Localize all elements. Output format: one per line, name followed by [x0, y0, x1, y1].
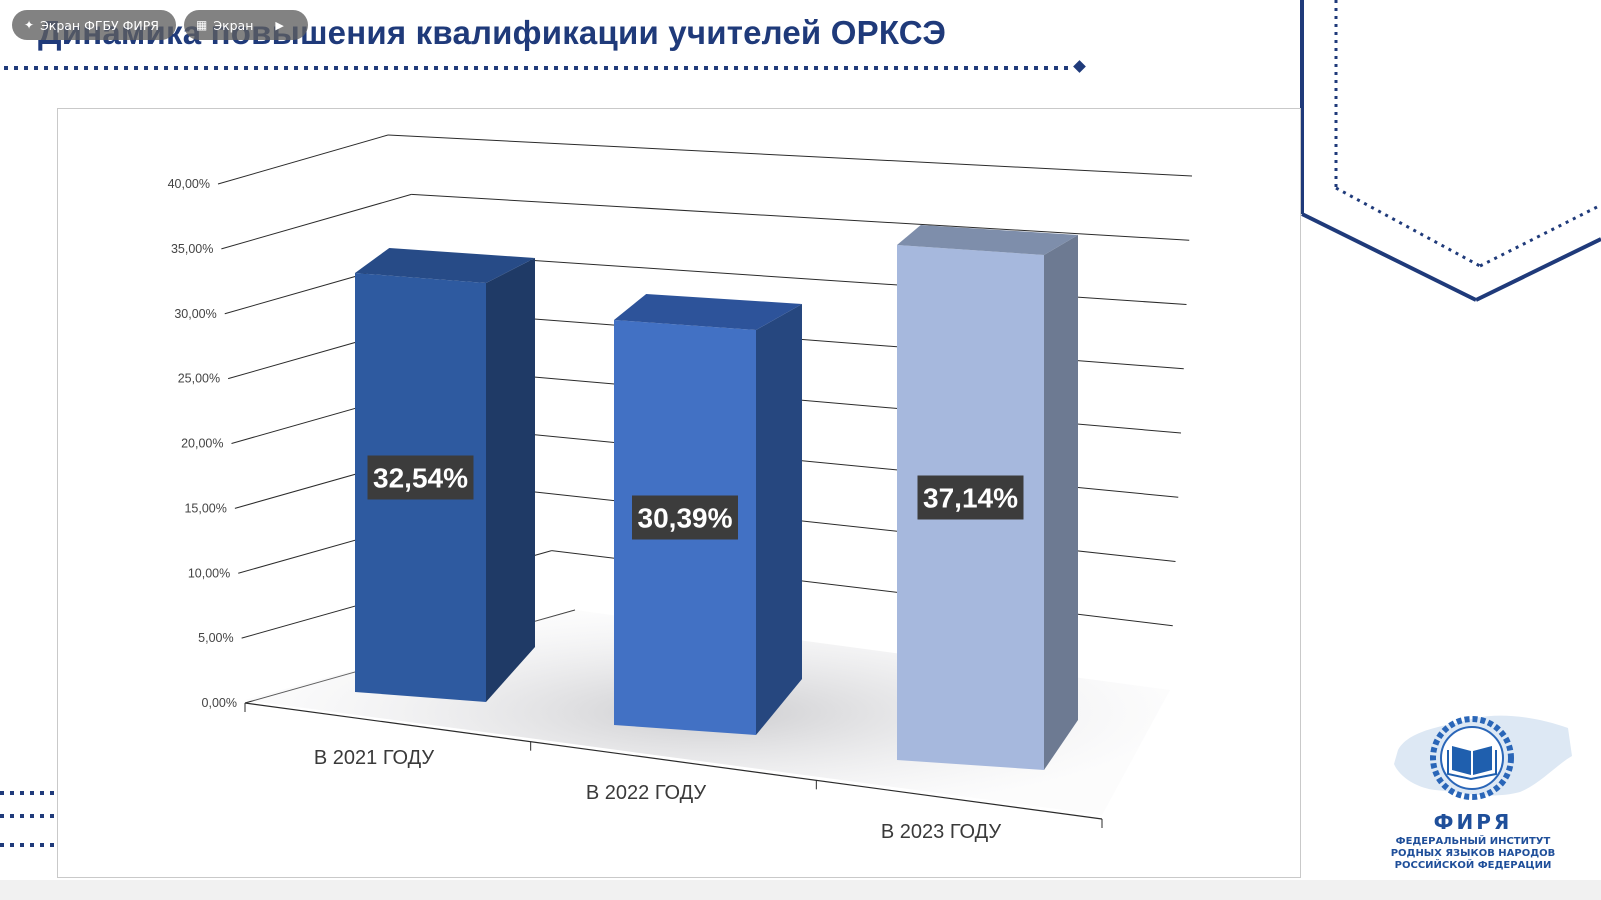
screen-share-chip-label: Экран ФГБУ ФИРЯ — [40, 17, 159, 33]
logo-subtitle-line: РОДНЫХ ЯЗЫКОВ НАРОДОВ — [1390, 848, 1556, 859]
data-label-box — [632, 495, 738, 540]
screen-share-chip-label: Экран — [213, 17, 254, 33]
y-tick-label: 25,00% — [178, 372, 220, 386]
y-tick-label: 15,00% — [184, 501, 226, 515]
side-gridline — [221, 193, 412, 250]
x-axis-ticks: В 2021 ГОДУ В 2022 ГОДУ В 2023 ГОДУ — [314, 747, 1002, 843]
data-label: 37,14% — [923, 483, 1018, 514]
screen-icon: ▦ — [196, 18, 208, 32]
bar-top — [355, 248, 535, 283]
data-label-box — [917, 475, 1024, 520]
bar-side — [486, 258, 535, 702]
logo-name: ФИРЯ — [1433, 810, 1513, 834]
side-gridline — [217, 134, 389, 185]
x-tick-label: В 2023 ГОДУ — [881, 821, 1002, 843]
window-bottom-bar — [0, 880, 1601, 900]
data-label: 32,54% — [373, 463, 468, 494]
firya-logo: ФИРЯ ФЕДЕРАЛЬНЫЙ ИНСТИТУТ РОДНЫХ ЯЗЫКОВ … — [1380, 708, 1580, 878]
y-tick-label: 5,00% — [198, 631, 233, 645]
y-axis-ticks: 0,00% 5,00% 10,00% 15,00% 20,00% 25,00% 30,00%… — [168, 177, 237, 710]
data-label-box — [367, 455, 474, 500]
bar-side — [1044, 235, 1078, 770]
bar-top — [897, 225, 1078, 255]
x-axis-line — [244, 702, 1103, 820]
book-emblem-icon — [1394, 715, 1572, 800]
gridline — [387, 134, 1193, 177]
bar-top — [614, 294, 802, 330]
screen-share-chip-firya[interactable]: ✦ Экран ФГБУ ФИРЯ — [12, 10, 176, 40]
screen-share-chip[interactable]: ▦ Экран ▶ — [184, 10, 308, 40]
data-labels: 32,54% 30,39% 37,14% — [367, 455, 1024, 540]
pin-icon: ✦ — [24, 18, 35, 32]
bar-side — [756, 304, 802, 735]
gridline — [411, 193, 1190, 241]
axes — [244, 702, 1103, 828]
y-tick-label: 30,00% — [174, 307, 216, 321]
logo-subtitle: ФЕДЕРАЛЬНЫЙ ИНСТИТУТ РОДНЫХ ЯЗЫКОВ НАРОД… — [1380, 836, 1566, 872]
y-tick-label: 20,00% — [181, 437, 223, 451]
y-tick-label: 35,00% — [171, 242, 213, 256]
y-tick-label: 10,00% — [188, 566, 230, 580]
logo-subtitle-line: ФЕДЕРАЛЬНЫЙ ИНСТИТУТ — [1395, 836, 1551, 847]
x-tick-label: В 2022 ГОДУ — [586, 782, 707, 804]
y-tick-label: 40,00% — [168, 177, 210, 191]
camera-icon: ▶ — [275, 18, 284, 32]
x-tick-label: В 2021 ГОДУ — [314, 747, 435, 769]
logo-subtitle-line: РОССИЙСКОЙ ФЕДЕРАЦИИ — [1394, 860, 1552, 871]
y-tick-label: 0,00% — [202, 696, 237, 710]
data-label: 30,39% — [638, 503, 733, 534]
